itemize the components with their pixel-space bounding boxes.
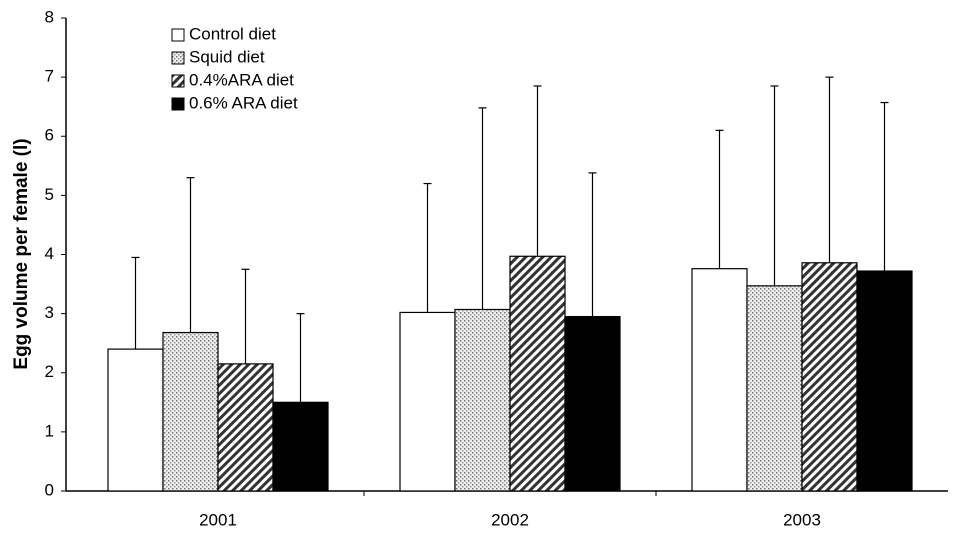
legend-swatch <box>171 97 185 111</box>
bar <box>509 255 566 492</box>
y-tick-label: 7 <box>45 67 54 86</box>
y-tick-label: 4 <box>45 244 54 263</box>
bar <box>564 315 621 492</box>
bar <box>691 268 748 492</box>
x-tick-label: 2001 <box>199 510 237 529</box>
y-tick-label: 5 <box>45 185 54 204</box>
y-tick-label: 1 <box>45 421 54 440</box>
x-tick-label: 2003 <box>783 510 821 529</box>
bar <box>272 401 329 492</box>
bar <box>107 348 164 492</box>
bar <box>217 363 274 492</box>
legend-swatch <box>171 74 185 88</box>
y-tick-label: 8 <box>45 7 54 26</box>
y-axis-label: Egg volume per female (l) <box>11 138 32 369</box>
bar <box>856 270 913 492</box>
y-tick-label: 2 <box>45 362 54 381</box>
y-tick-label: 0 <box>45 480 54 499</box>
bar <box>746 285 803 492</box>
legend-swatch <box>171 28 185 42</box>
legend-label: Squid diet <box>189 47 265 66</box>
legend-label: 0.4%ARA diet <box>189 70 294 89</box>
y-tick-label: 6 <box>45 126 54 145</box>
legend-swatch <box>171 51 185 65</box>
bar <box>801 262 858 492</box>
bar <box>399 311 456 492</box>
legend-label: 0.6% ARA diet <box>189 93 298 112</box>
y-tick-label: 3 <box>45 303 54 322</box>
bar <box>162 331 219 492</box>
legend-label: Control diet <box>189 24 276 43</box>
x-tick-label: 2002 <box>491 510 529 529</box>
bar <box>454 308 511 492</box>
